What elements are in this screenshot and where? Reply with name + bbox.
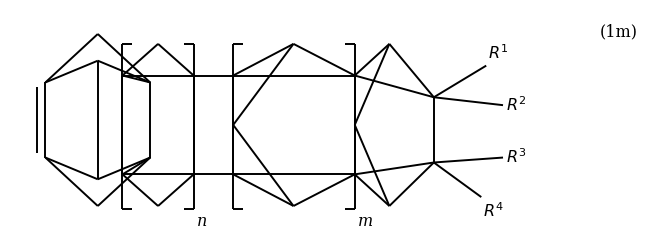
Text: $R^2$: $R^2$: [506, 96, 526, 114]
Text: n: n: [196, 213, 207, 230]
Text: m: m: [358, 213, 373, 230]
Text: $R^3$: $R^3$: [506, 148, 527, 167]
Text: (1m): (1m): [600, 23, 638, 40]
Text: $R^4$: $R^4$: [483, 202, 504, 221]
Text: $R^1$: $R^1$: [488, 44, 509, 63]
